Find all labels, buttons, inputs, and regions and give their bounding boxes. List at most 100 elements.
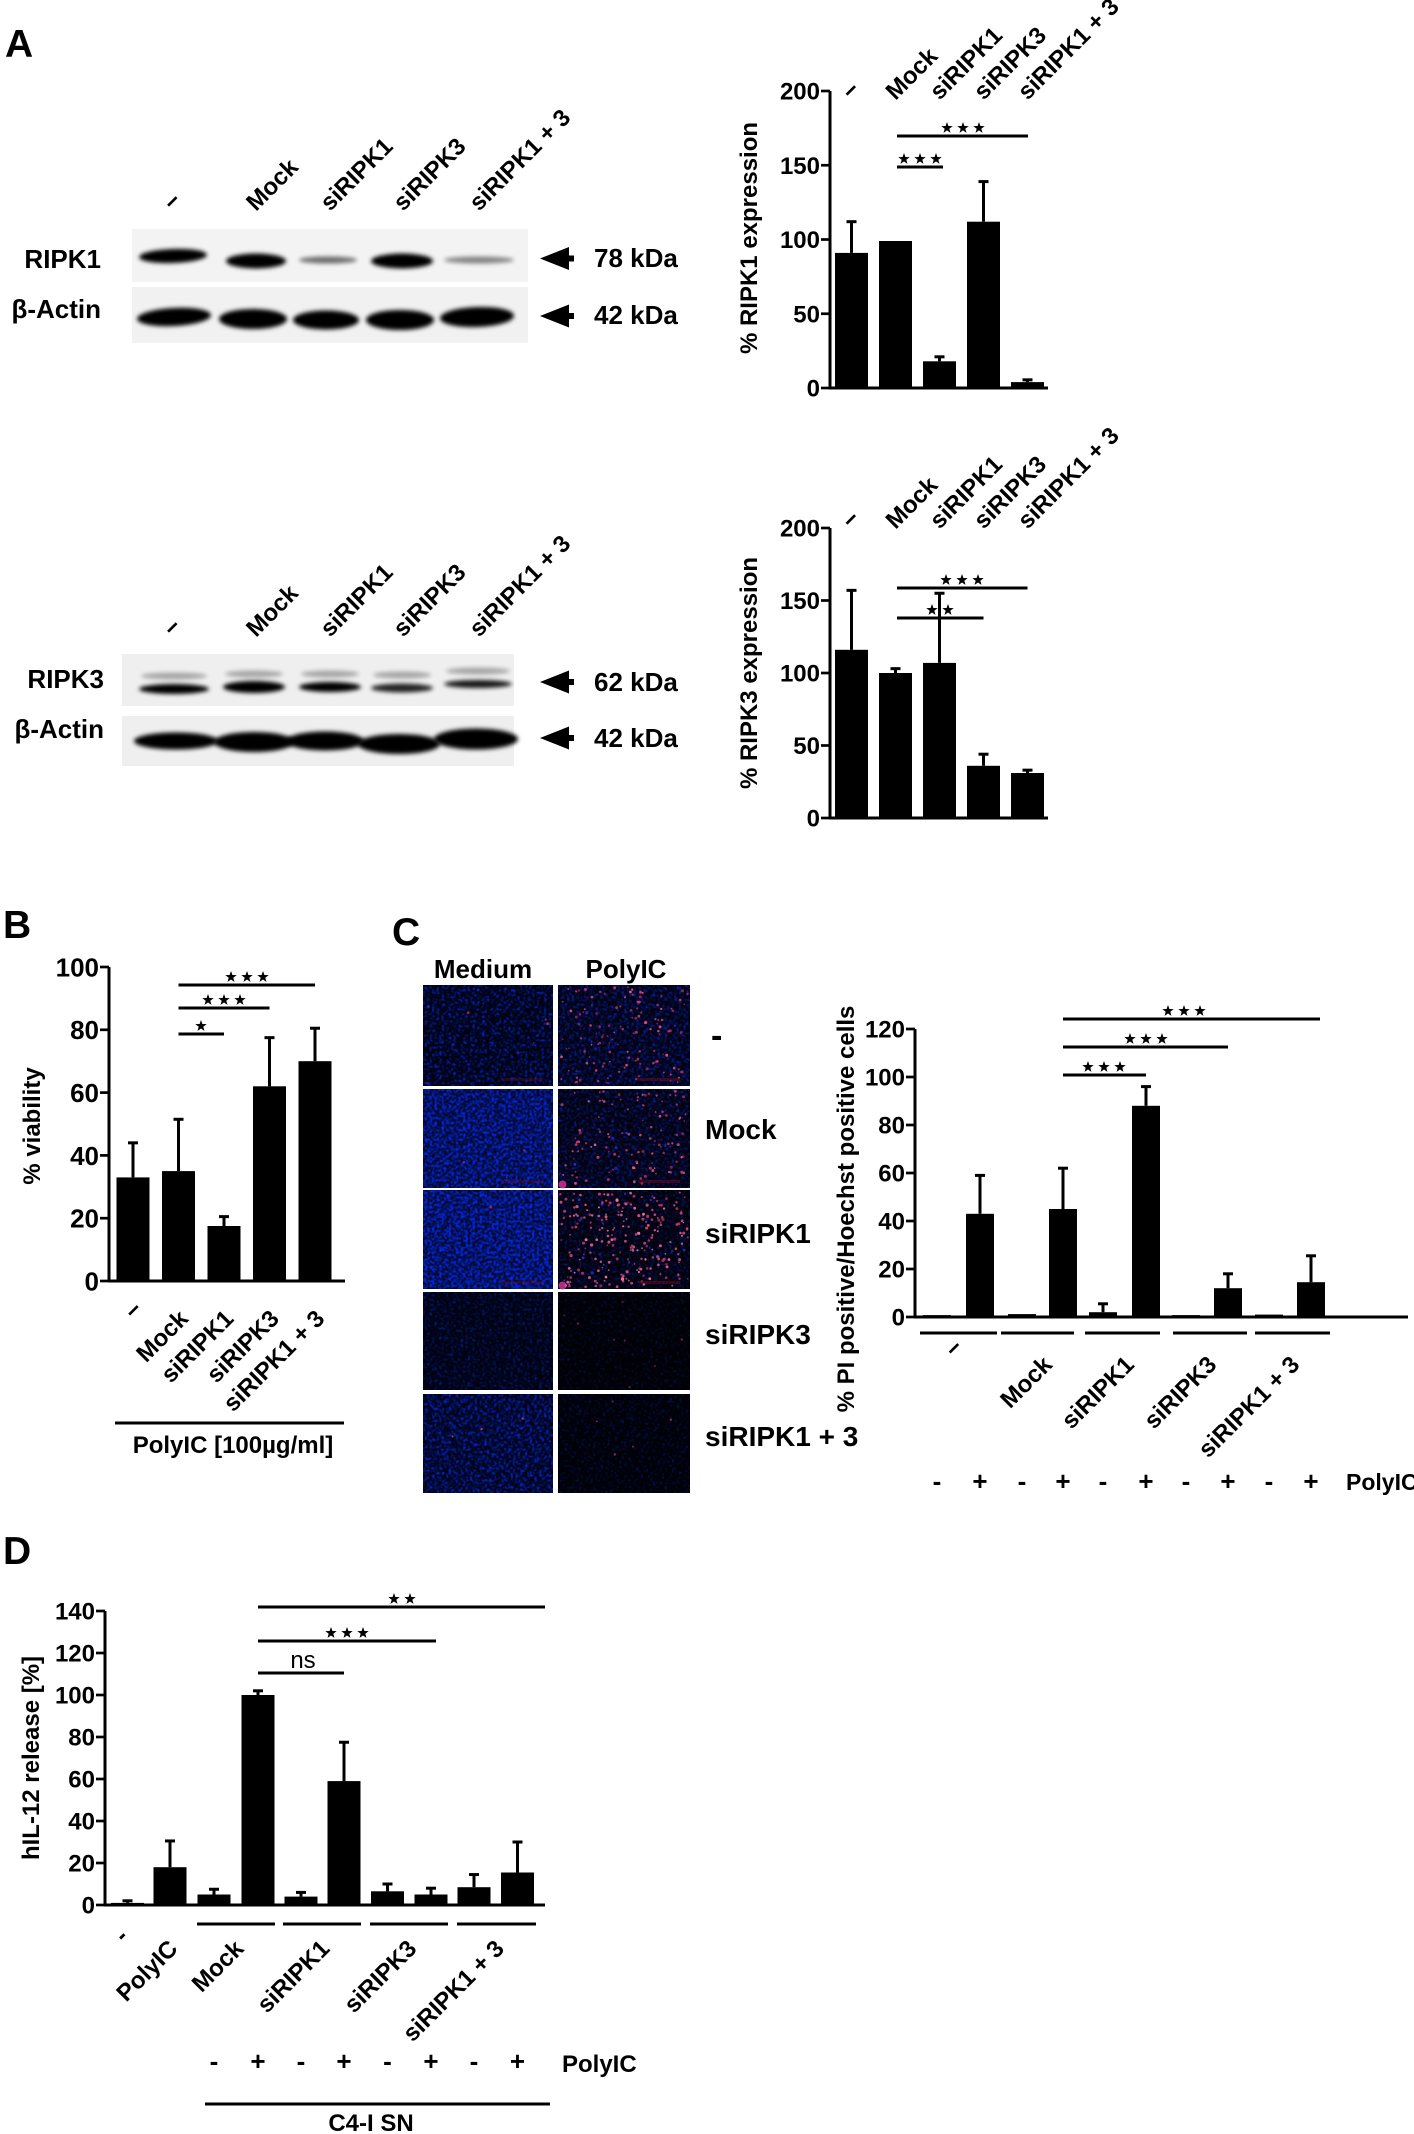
svg-text:120: 120 bbox=[865, 1017, 905, 1044]
svg-text:150: 150 bbox=[780, 588, 820, 615]
svg-text:siRIPK1 + 3: siRIPK1 + 3 bbox=[464, 530, 576, 642]
svg-text:0: 0 bbox=[82, 1893, 95, 1920]
svg-text:60: 60 bbox=[68, 1767, 95, 1794]
svg-text:hIL-12 release [%]: hIL-12 release [%] bbox=[18, 1656, 45, 1860]
svg-text:200: 200 bbox=[780, 79, 820, 106]
svg-text:100: 100 bbox=[55, 1683, 95, 1710]
svg-text:−: − bbox=[119, 1296, 148, 1325]
svg-text:siRIPK1 + 3: siRIPK1 + 3 bbox=[464, 104, 576, 216]
svg-text:−: − bbox=[940, 1334, 969, 1363]
svg-text:siRIPK1: siRIPK1 bbox=[705, 1218, 811, 1249]
svg-text:40: 40 bbox=[70, 1141, 99, 1171]
svg-text:% PI positive/Hoechst positive: % PI positive/Hoechst positive cells bbox=[833, 1006, 860, 1413]
svg-text:-: - bbox=[1182, 1466, 1191, 1496]
svg-text:PolyIC: PolyIC bbox=[562, 2051, 637, 2078]
svg-text:20: 20 bbox=[878, 1257, 905, 1284]
svg-text:siRIPK3: siRIPK3 bbox=[705, 1319, 811, 1350]
svg-text:RIPK1: RIPK1 bbox=[24, 244, 101, 274]
svg-text:140: 140 bbox=[55, 1599, 95, 1626]
svg-text:-: - bbox=[1265, 1466, 1274, 1496]
svg-text:+: + bbox=[250, 2046, 265, 2076]
svg-text:siRIPK3: siRIPK3 bbox=[388, 133, 471, 216]
svg-text:PolyIC: PolyIC bbox=[586, 954, 667, 984]
svg-text:Mock: Mock bbox=[241, 153, 304, 216]
svg-text:-: - bbox=[383, 2046, 392, 2076]
svg-text:50: 50 bbox=[793, 301, 820, 328]
svg-text:−: − bbox=[158, 187, 187, 216]
svg-text:0: 0 bbox=[807, 376, 820, 403]
svg-text:+: + bbox=[1220, 1466, 1235, 1496]
svg-text:-: - bbox=[1018, 1466, 1027, 1496]
svg-text:+: + bbox=[1303, 1466, 1318, 1496]
svg-text:RIPK3: RIPK3 bbox=[27, 664, 104, 694]
svg-text:Mock: Mock bbox=[241, 579, 304, 642]
svg-text:Mock: Mock bbox=[187, 1935, 250, 1998]
svg-text:60: 60 bbox=[878, 1161, 905, 1188]
svg-text:B: B bbox=[3, 904, 31, 947]
svg-text:0: 0 bbox=[892, 1305, 905, 1332]
svg-text:siRIPK3: siRIPK3 bbox=[388, 559, 471, 642]
svg-text:β-Actin: β-Actin bbox=[14, 714, 104, 744]
svg-text:−: − bbox=[158, 613, 187, 642]
svg-text:C: C bbox=[392, 911, 420, 954]
svg-text:100: 100 bbox=[56, 952, 99, 982]
svg-text:siRIPK1: siRIPK1 bbox=[315, 133, 398, 216]
svg-text:-: - bbox=[470, 2046, 479, 2076]
svg-text:120: 120 bbox=[55, 1641, 95, 1668]
svg-text:0: 0 bbox=[807, 806, 820, 833]
svg-text:% RIPK3 expression: % RIPK3 expression bbox=[736, 557, 763, 789]
svg-text:100: 100 bbox=[780, 227, 820, 254]
svg-text:A: A bbox=[5, 23, 33, 66]
svg-text:100: 100 bbox=[865, 1065, 905, 1092]
svg-text:siRIPK3: siRIPK3 bbox=[339, 1935, 422, 2018]
svg-text:+: + bbox=[1138, 1466, 1153, 1496]
svg-text:50: 50 bbox=[793, 733, 820, 760]
svg-text:42 kDa: 42 kDa bbox=[594, 723, 678, 753]
svg-text:D: D bbox=[3, 1530, 31, 1573]
svg-text:+: + bbox=[1055, 1466, 1070, 1496]
svg-text:60: 60 bbox=[70, 1078, 99, 1108]
svg-text:siRIPK1: siRIPK1 bbox=[1057, 1351, 1140, 1434]
svg-text:+: + bbox=[423, 2046, 438, 2076]
svg-text:0: 0 bbox=[85, 1266, 99, 1296]
svg-text:42 kDa: 42 kDa bbox=[594, 300, 678, 330]
svg-text:−: − bbox=[837, 76, 866, 105]
svg-text:-: - bbox=[210, 2046, 219, 2076]
svg-text:100: 100 bbox=[780, 661, 820, 688]
svg-text:% RIPK1 expression: % RIPK1 expression bbox=[736, 122, 763, 354]
svg-text:-: - bbox=[1099, 1466, 1108, 1496]
svg-text:−: − bbox=[837, 505, 866, 534]
svg-text:+: + bbox=[336, 2046, 351, 2076]
svg-text:80: 80 bbox=[878, 1113, 905, 1140]
svg-text:siRIPK3: siRIPK3 bbox=[1139, 1351, 1222, 1434]
svg-text:ns: ns bbox=[290, 1647, 315, 1674]
svg-text:Mock: Mock bbox=[705, 1114, 777, 1145]
svg-text:siRIPK1: siRIPK1 bbox=[315, 559, 398, 642]
svg-text:62 kDa: 62 kDa bbox=[594, 667, 678, 697]
svg-text:siRIPK1: siRIPK1 bbox=[252, 1935, 335, 2018]
svg-text:β-Actin: β-Actin bbox=[11, 294, 101, 324]
svg-text:Medium: Medium bbox=[434, 954, 532, 984]
svg-text:-: - bbox=[933, 1466, 942, 1496]
svg-text:80: 80 bbox=[68, 1725, 95, 1752]
svg-text:20: 20 bbox=[68, 1851, 95, 1878]
svg-text:78 kDa: 78 kDa bbox=[594, 243, 678, 273]
svg-text:200: 200 bbox=[780, 516, 820, 543]
svg-text:Mock: Mock bbox=[995, 1351, 1058, 1414]
svg-text:80: 80 bbox=[70, 1015, 99, 1045]
svg-text:C4-I SN: C4-I SN bbox=[328, 2110, 413, 2134]
svg-text:PolyIC: PolyIC bbox=[1346, 1469, 1414, 1495]
svg-text:40: 40 bbox=[878, 1209, 905, 1236]
svg-text:-: - bbox=[711, 1017, 722, 1055]
svg-text:+: + bbox=[972, 1466, 987, 1496]
svg-text:-: - bbox=[109, 1923, 134, 1948]
svg-text:% viability: % viability bbox=[19, 1067, 46, 1185]
svg-text:+: + bbox=[510, 2046, 525, 2076]
svg-text:siRIPK1 + 3: siRIPK1 + 3 bbox=[705, 1421, 858, 1452]
svg-text:150: 150 bbox=[780, 153, 820, 180]
svg-text:PolyIC [100µg/ml]: PolyIC [100µg/ml] bbox=[133, 1432, 334, 1459]
svg-text:20: 20 bbox=[70, 1204, 99, 1234]
svg-text:40: 40 bbox=[68, 1809, 95, 1836]
svg-text:-: - bbox=[297, 2046, 306, 2076]
svg-text:PolyIC: PolyIC bbox=[111, 1935, 183, 2007]
